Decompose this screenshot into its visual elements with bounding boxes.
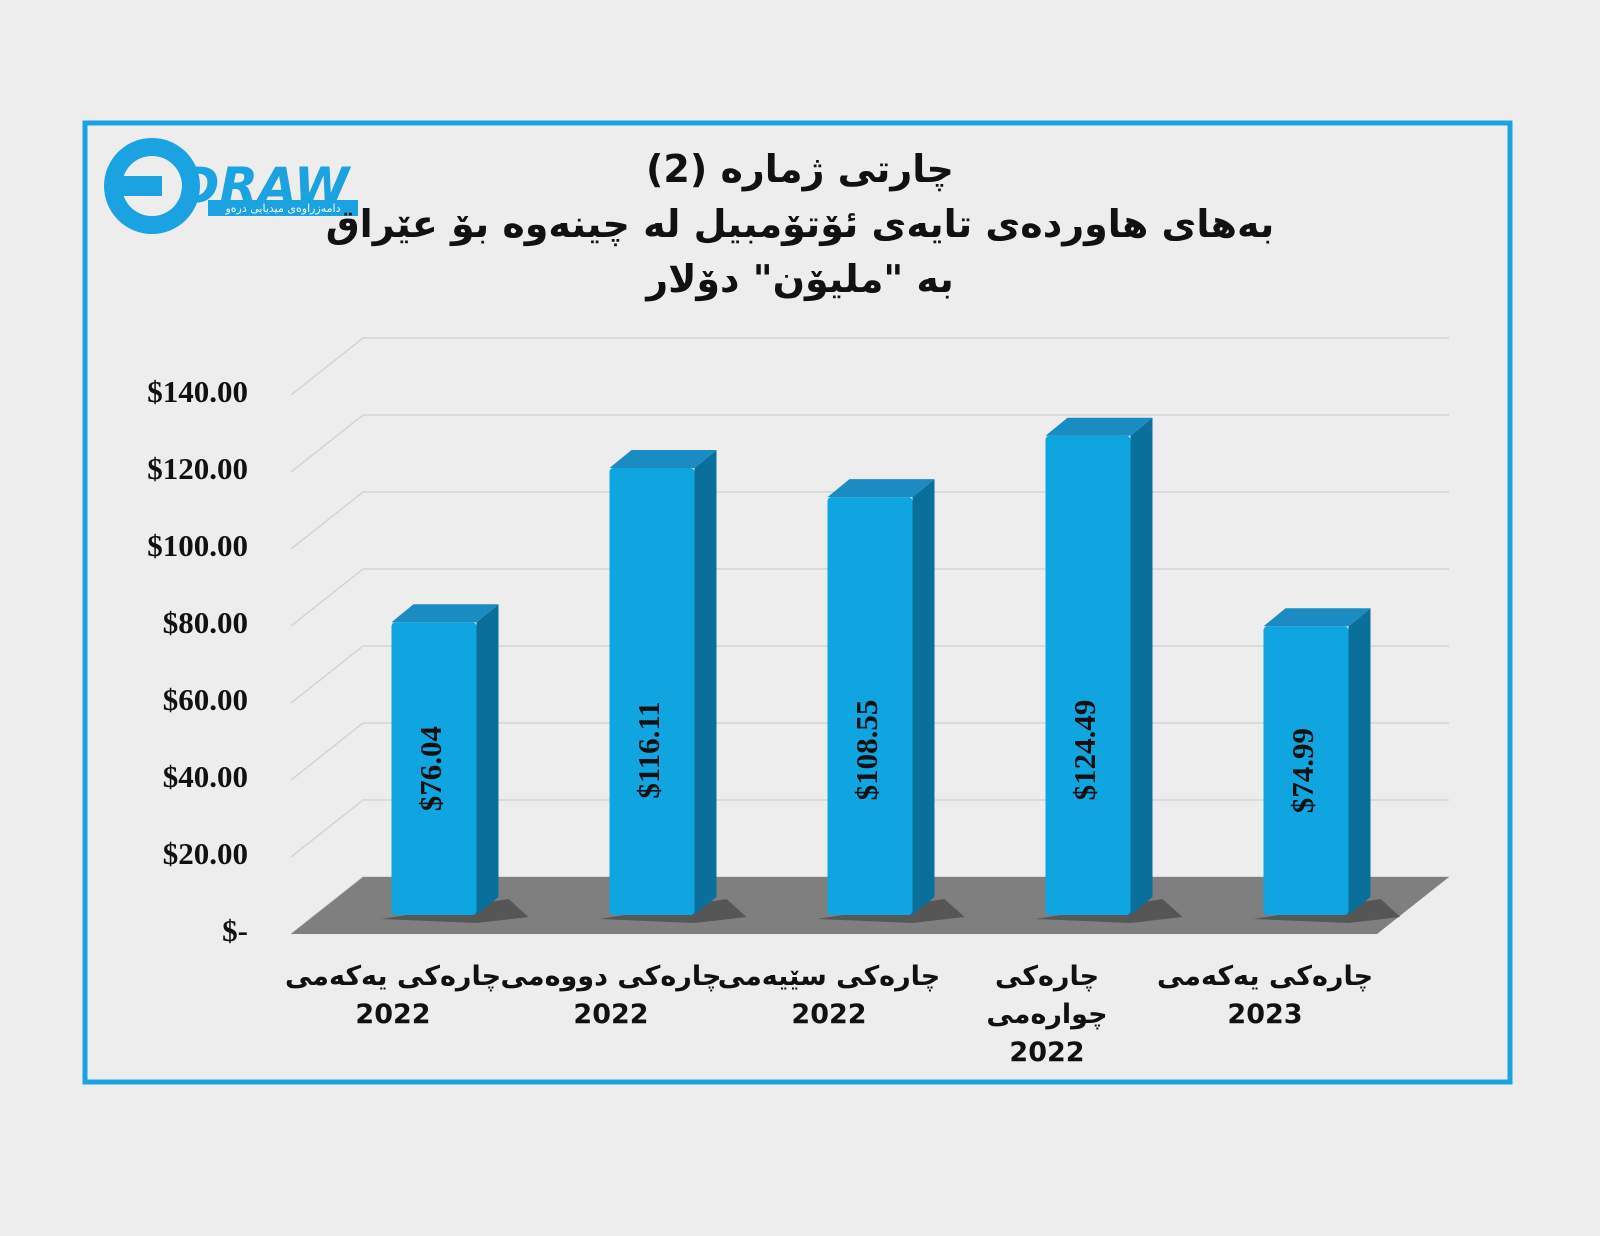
y-tick-label: $80.00 <box>163 605 248 640</box>
data-label: $76.04 <box>413 726 448 811</box>
y-tick-label: $120.00 <box>147 451 248 486</box>
bar-top <box>1263 608 1371 627</box>
logo: DRAW دامەزراوەی میدیایی درەو <box>104 138 358 234</box>
x-tick-label: چارەکی یەکەمی 2023 <box>1156 961 1374 1030</box>
data-label: $124.49 <box>1067 700 1102 801</box>
bar <box>609 467 695 915</box>
y-tick-label: $140.00 <box>147 374 248 409</box>
y-tick-label: $100.00 <box>147 528 248 563</box>
grid-line <box>290 414 1449 473</box>
y-tick-label: $20.00 <box>163 836 248 871</box>
bar-top <box>391 604 499 623</box>
x-tick-label: چارەکی سێیەمی 2022 <box>717 961 941 1030</box>
bar-top <box>827 479 935 498</box>
grid-line <box>290 337 1449 396</box>
logo-band <box>208 200 358 216</box>
y-tick-label: $- <box>222 913 248 948</box>
logo-tagline: دامەزراوەی میدیایی درەو <box>224 202 340 215</box>
bar <box>1263 626 1349 915</box>
x-tick-label: چارەکی دووەمی 2022 <box>500 961 722 1030</box>
bar-top <box>1045 417 1153 436</box>
y-tick-label: $60.00 <box>163 682 248 717</box>
bar-side <box>694 449 717 915</box>
bar <box>827 497 913 915</box>
bar-side <box>912 479 935 915</box>
data-label: $116.11 <box>631 701 666 798</box>
bar <box>391 622 477 915</box>
bar-side <box>1348 608 1371 915</box>
bar-side <box>1130 417 1153 915</box>
logo-bar <box>112 176 162 196</box>
data-label: $74.99 <box>1285 728 1320 813</box>
bar-top <box>609 449 717 468</box>
bar <box>1045 435 1131 915</box>
y-tick-label: $40.00 <box>163 759 248 794</box>
x-tick-label: چارەکی یەکەمی 2022 <box>284 961 502 1030</box>
bar-side <box>476 604 499 915</box>
chart-title: چارتی ژمارە (2) بەهای هاوردەی تایەی ئۆتۆ… <box>325 147 1275 301</box>
data-label: $108.55 <box>849 700 884 801</box>
x-tick-label: چارەکی چوارەمی 2022 <box>986 961 1108 1068</box>
